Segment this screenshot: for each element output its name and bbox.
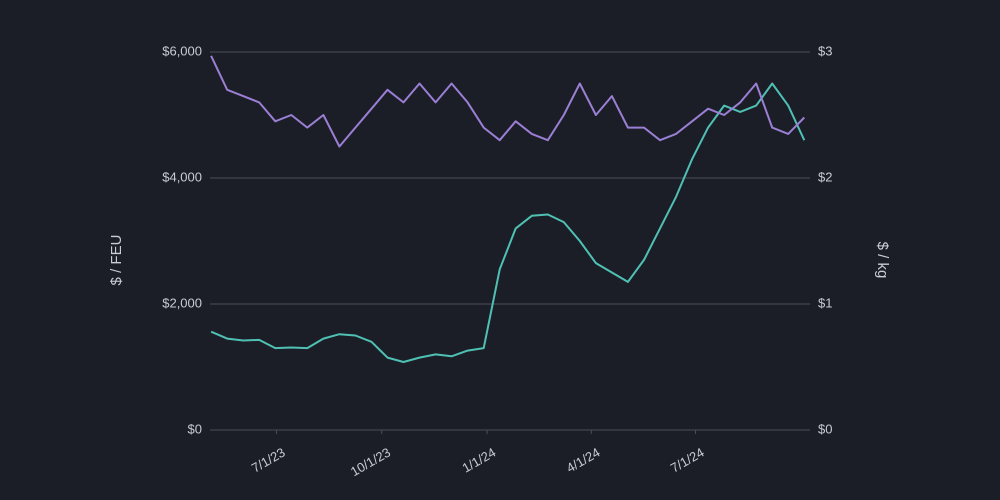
series-line xyxy=(210,55,806,148)
y-tick-label: $4,000 xyxy=(162,169,202,184)
y2-axis-title: $ / kg xyxy=(874,242,891,279)
y2-tick-label: $2 xyxy=(818,169,832,184)
y-tick-label: $0 xyxy=(188,421,202,436)
y-tick-label: $6,000 xyxy=(162,43,202,58)
y2-tick-label: $3 xyxy=(818,43,832,58)
y2-tick-label: $0 xyxy=(818,421,832,436)
y2-tick-label: $1 xyxy=(818,295,832,310)
y-axis-title: $ / FEU xyxy=(108,235,125,286)
y-tick-label: $2,000 xyxy=(162,295,202,310)
series-line xyxy=(210,82,806,363)
